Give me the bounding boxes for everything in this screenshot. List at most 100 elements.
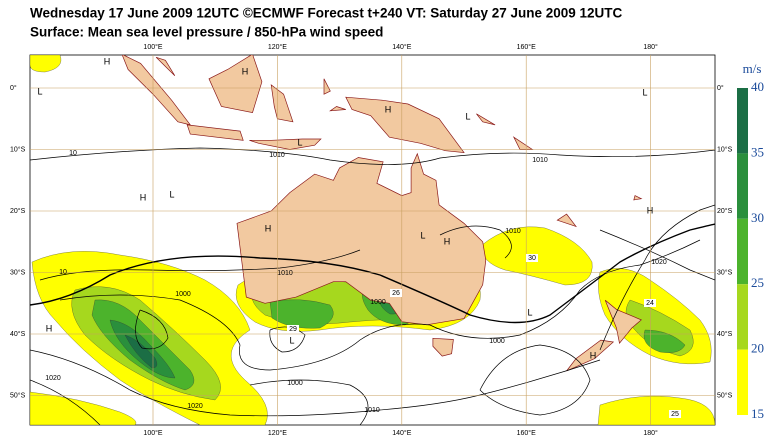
longitude-label: 180° xyxy=(643,429,658,437)
pressure-center: L xyxy=(297,137,302,147)
pressure-center: H xyxy=(265,223,272,233)
longitude-label: 120°E xyxy=(268,43,287,51)
longitude-label: 160°E xyxy=(517,429,536,437)
land xyxy=(155,56,176,76)
longitude-label: 140°E xyxy=(392,43,411,51)
isobar xyxy=(135,309,169,350)
wind-label-box xyxy=(644,299,656,307)
wind-label-box xyxy=(526,254,538,262)
colorbar-label: 40 xyxy=(751,79,764,94)
colorbar-label: 15 xyxy=(751,406,764,421)
longitude-label: 100°E xyxy=(143,429,162,437)
isobar-label: 1010 xyxy=(505,228,521,235)
colorbar-unit: m/s xyxy=(743,61,762,76)
colorbar-label: 35 xyxy=(751,144,764,159)
wind-shading xyxy=(597,395,715,425)
pressure-center: L xyxy=(37,86,42,96)
isobar-label: 1020 xyxy=(187,403,203,410)
wind-label: 30 xyxy=(528,255,536,262)
latitude-label: 10°S xyxy=(717,145,733,153)
subtitle: Surface: Mean sea level pressure / 850-h… xyxy=(30,25,383,40)
isobar xyxy=(59,294,431,371)
latitude-label: 50°S xyxy=(717,391,733,399)
land xyxy=(186,124,244,141)
isobar xyxy=(30,349,601,417)
land xyxy=(208,55,263,114)
wind-label-box xyxy=(287,325,299,333)
latitude-label: 0° xyxy=(10,84,17,92)
isobar-bold xyxy=(30,223,715,324)
colorbar-segment xyxy=(737,349,748,415)
isobar-label: 1010 xyxy=(269,152,285,159)
land xyxy=(604,299,642,344)
pressure-center: H xyxy=(242,66,249,76)
wind-label-box xyxy=(669,410,681,418)
colorbar-label: 20 xyxy=(751,341,764,356)
title: Wednesday 17 June 2009 12UTC ©ECMWF Fore… xyxy=(30,6,623,21)
pressure-center: H xyxy=(590,350,597,360)
longitude-label: 180° xyxy=(643,43,658,51)
land xyxy=(329,106,346,112)
pressure-center: L xyxy=(465,111,470,121)
latitude-label: 30°S xyxy=(10,268,26,276)
latitude-label: 10°S xyxy=(10,145,26,153)
land xyxy=(121,55,192,126)
wind-shading xyxy=(124,334,158,369)
wind-label: 24 xyxy=(646,300,654,307)
pressure-center: L xyxy=(642,87,647,97)
isobar-label: 1010 xyxy=(277,270,293,277)
pressure-center: H xyxy=(647,205,654,215)
longitude-label: 100°E xyxy=(143,43,162,51)
isobar-label: 1020 xyxy=(651,259,667,266)
isobar xyxy=(39,249,361,281)
latitude-label: 20°S xyxy=(10,207,26,215)
longitude-label: 160°E xyxy=(517,43,536,51)
latitude-label: 0° xyxy=(717,84,724,92)
isobar xyxy=(599,204,715,351)
pressure-center: L xyxy=(169,189,174,199)
wind-label: 26 xyxy=(392,290,400,297)
wind-label: 10 xyxy=(69,150,77,157)
isobar-label: 1000 xyxy=(175,291,191,298)
latitude-label: 40°S xyxy=(717,330,733,338)
isobar-label: 1020 xyxy=(45,375,61,382)
colorbar-segment xyxy=(737,88,748,154)
pressure-center: H xyxy=(46,323,53,333)
isobar-label: 1000 xyxy=(489,338,505,345)
isobar xyxy=(479,344,591,416)
land xyxy=(345,96,465,154)
isobar xyxy=(599,229,715,281)
land xyxy=(432,337,454,357)
pressure-center: H xyxy=(385,104,392,114)
land xyxy=(270,84,294,123)
land xyxy=(476,113,496,126)
wind-label-box xyxy=(390,289,402,297)
latitude-label: 50°S xyxy=(10,391,26,399)
land xyxy=(236,152,487,326)
isobar xyxy=(30,379,101,425)
longitude-label: 120°E xyxy=(268,429,287,437)
wind-label: 10 xyxy=(59,269,67,276)
land xyxy=(249,138,322,150)
land xyxy=(566,339,615,372)
isobar-label: 1010 xyxy=(364,407,380,414)
isobar xyxy=(429,239,701,339)
land xyxy=(556,213,577,228)
isobar-label: 1010 xyxy=(532,157,548,164)
latitude-label: 20°S xyxy=(717,207,733,215)
pressure-center: L xyxy=(420,230,425,240)
isobar xyxy=(439,225,512,259)
wind-label: 29 xyxy=(289,326,297,333)
wind-shading xyxy=(30,391,137,425)
colorbar-label: 30 xyxy=(751,210,764,225)
wind-label: 25 xyxy=(671,411,679,418)
isobar-label: 1000 xyxy=(370,299,386,306)
isobar-label: 1000 xyxy=(287,380,303,387)
colorbar-segment xyxy=(737,153,748,219)
latitude-label: 40°S xyxy=(10,330,26,338)
pressure-center: L xyxy=(527,307,532,317)
isobar xyxy=(249,379,369,425)
longitude-label: 140°E xyxy=(392,429,411,437)
